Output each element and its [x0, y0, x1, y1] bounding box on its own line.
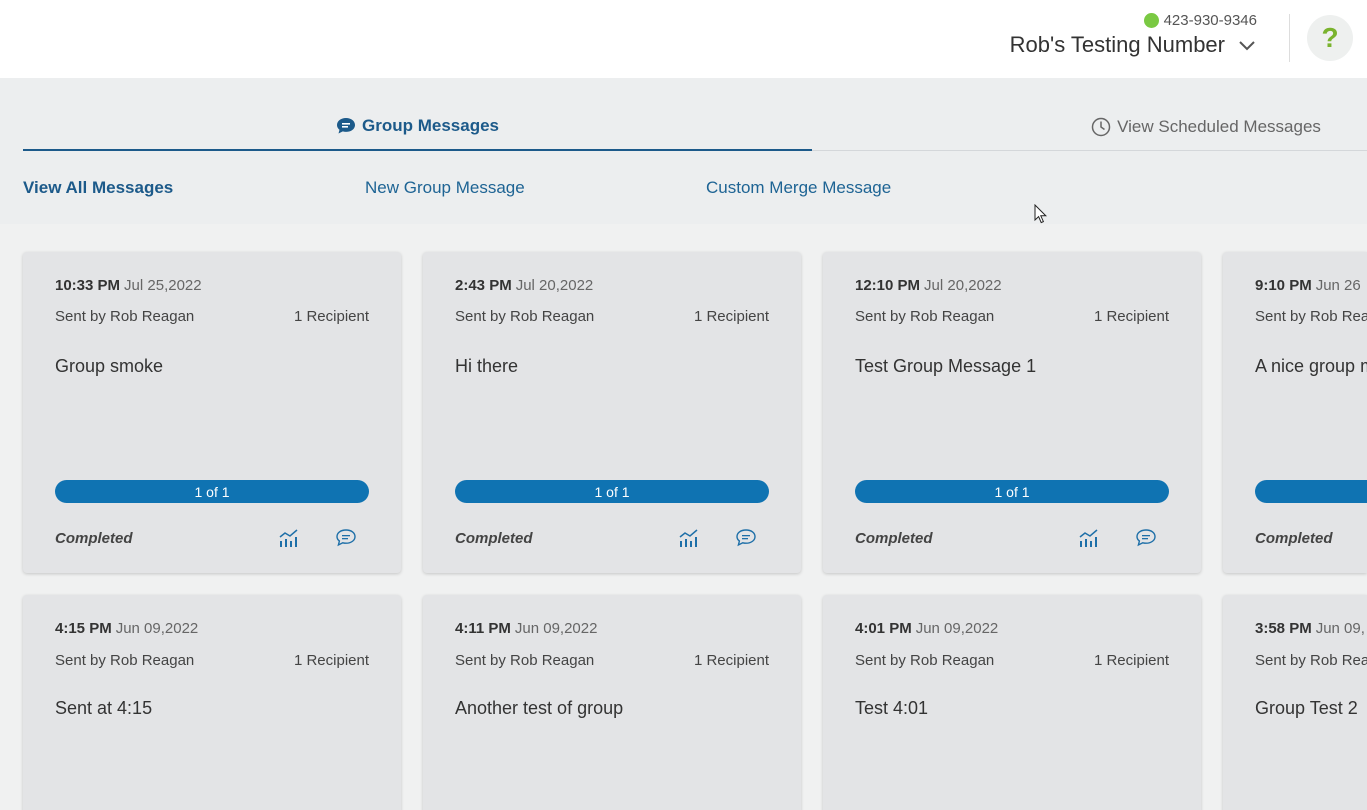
card-recipients: 1 Recipient [1093, 308, 1169, 325]
card-time: 2:43 PM [455, 277, 512, 294]
app-header: 423-930-9346 Rob's Testing Number ? [0, 0, 1367, 78]
card-message: Another test of group [455, 698, 624, 718]
card-message: Group Test 2 [1255, 698, 1358, 718]
card-recipients: 1 Recipient [693, 308, 769, 325]
card-sender: Sent by Rob Rea [1255, 308, 1367, 325]
card-sender: Sent by Rob Reagan [455, 652, 595, 669]
card-message: Hi there [455, 356, 519, 376]
card-message: A nice group m [1255, 356, 1367, 376]
mouse-cursor-icon [1034, 204, 1048, 224]
replies-bubble-icon[interactable] [735, 528, 757, 548]
card-date: Jul 20,2022 [515, 277, 594, 294]
card-timestamp: 3:58 PM Jun 09, [1255, 620, 1365, 637]
tab-view-scheduled-messages[interactable]: View Scheduled Messages [1046, 103, 1366, 151]
card-time: 9:10 PM [1255, 277, 1312, 294]
card-time: 4:01 PM [855, 620, 912, 637]
card-date: Jun 09,2022 [115, 620, 199, 637]
stats-chart-icon[interactable] [678, 528, 700, 548]
card-status: Completed [855, 530, 933, 547]
card-status: Completed [55, 530, 133, 547]
card-sender: Sent by Rob Reagan [55, 652, 195, 669]
card-time: 3:58 PM [1255, 620, 1312, 637]
card-message: Sent at 4:15 [55, 698, 153, 718]
tabs-bar: Group Messages View Scheduled Messages V… [0, 78, 1367, 224]
phone-line: 423-930-9346 [1010, 12, 1257, 29]
custom-merge-message-link[interactable]: Custom Merge Message [706, 178, 892, 197]
card-sender: Sent by Rob Reagan [55, 308, 195, 325]
card-timestamp: 4:15 PM Jun 09,2022 [55, 620, 198, 637]
card-sender: Sent by Rob Reagan [855, 308, 995, 325]
stats-chart-icon[interactable] [1078, 528, 1100, 548]
message-cards-grid: 10:33 PM Jul 25,2022 Sent by Rob Reagan 1… [0, 224, 1367, 810]
card-timestamp: 10:33 PM Jul 25,2022 [55, 277, 202, 294]
view-all-messages-link[interactable]: View All Messages [23, 178, 174, 197]
chevron-down-icon[interactable] [1237, 38, 1257, 52]
card-date: Jul 20,2022 [924, 277, 1002, 294]
card-status: Completed [455, 530, 533, 547]
message-card[interactable]: 2:43 PM Jul 20,2022 Sent by Rob Reagan 1 … [423, 252, 801, 573]
message-card[interactable]: 10:33 PM Jul 25,2022 Sent by Rob Reagan 1… [23, 252, 401, 573]
card-sender: Sent by Rob Rea [1255, 652, 1367, 669]
number-name-row[interactable]: Rob's Testing Number [1010, 32, 1257, 58]
number-selector[interactable]: 423-930-9346 Rob's Testing Number [1010, 12, 1257, 58]
card-message: Group smoke [55, 356, 164, 376]
card-time: 4:15 PM [55, 620, 112, 637]
tab-group-messages[interactable]: Group Messages [23, 103, 812, 151]
card-time: 10:33 PM [55, 277, 121, 294]
tab-group-messages-label: Group Messages [362, 116, 499, 135]
card-date: Jun 09, [1315, 620, 1365, 637]
number-name: Rob's Testing Number [1009, 32, 1225, 57]
card-date: Jun 09,2022 [915, 620, 999, 637]
card-timestamp: 9:10 PM Jun 26 [1255, 277, 1361, 294]
card-timestamp: 2:43 PM Jul 20,2022 [455, 277, 593, 294]
card-recipients: 1 Recipient [293, 308, 369, 325]
stats-chart-icon[interactable] [278, 528, 300, 548]
card-status: Completed [1255, 530, 1333, 547]
message-card[interactable]: 9:10 PM Jun 26 Sent by Rob Rea A nice gro… [1223, 252, 1367, 573]
card-message: Test Group Message 1 [855, 356, 1037, 376]
card-progress-bar [1255, 480, 1367, 503]
message-card[interactable]: 4:11 PM Jun 09,2022 Sent by Rob Reagan 1 … [423, 595, 801, 810]
replies-bubble-icon[interactable] [1135, 528, 1157, 548]
card-progress-bar: 1 of 1 [55, 480, 369, 503]
card-date: Jun 09,2022 [514, 620, 598, 637]
message-card[interactable]: 4:01 PM Jun 09,2022 Sent by Rob Reagan 1 … [823, 595, 1201, 810]
card-recipients: 1 Recipient [293, 652, 369, 669]
card-progress-bar: 1 of 1 [455, 480, 769, 503]
new-group-message-link[interactable]: New Group Message [365, 178, 525, 197]
card-time: 12:10 PM [855, 277, 921, 294]
card-date: Jul 25,2022 [124, 277, 202, 294]
card-timestamp: 12:10 PM Jul 20,2022 [855, 277, 1002, 294]
chat-bubble-icon [337, 118, 355, 134]
phone-number: 423-930-9346 [1163, 12, 1257, 29]
tab-view-scheduled-messages-label: View Scheduled Messages [1117, 117, 1321, 136]
online-status-icon [1143, 13, 1159, 28]
card-time: 4:11 PM [455, 620, 511, 637]
card-sender: Sent by Rob Reagan [855, 652, 995, 669]
card-recipients: 1 Recipient [693, 652, 769, 669]
card-date: Jun 26 [1315, 277, 1361, 294]
card-recipients: 1 Recipient [1093, 652, 1169, 669]
card-message: Test 4:01 [855, 698, 929, 718]
message-card[interactable]: 12:10 PM Jul 20,2022 Sent by Rob Reagan 1… [823, 252, 1201, 573]
header-divider [1289, 14, 1290, 62]
card-sender: Sent by Rob Reagan [455, 308, 595, 325]
card-timestamp: 4:11 PM Jun 09,2022 [455, 620, 597, 637]
card-timestamp: 4:01 PM Jun 09,2022 [855, 620, 998, 637]
message-card[interactable]: 4:15 PM Jun 09,2022 Sent by Rob Reagan 1 … [23, 595, 401, 810]
card-progress-bar: 1 of 1 [855, 480, 1169, 503]
help-button[interactable]: ? [1307, 15, 1353, 61]
clock-icon [1091, 117, 1111, 137]
replies-bubble-icon[interactable] [335, 528, 357, 548]
message-card[interactable]: 3:58 PM Jun 09, Sent by Rob Rea Group Tes… [1223, 595, 1367, 810]
